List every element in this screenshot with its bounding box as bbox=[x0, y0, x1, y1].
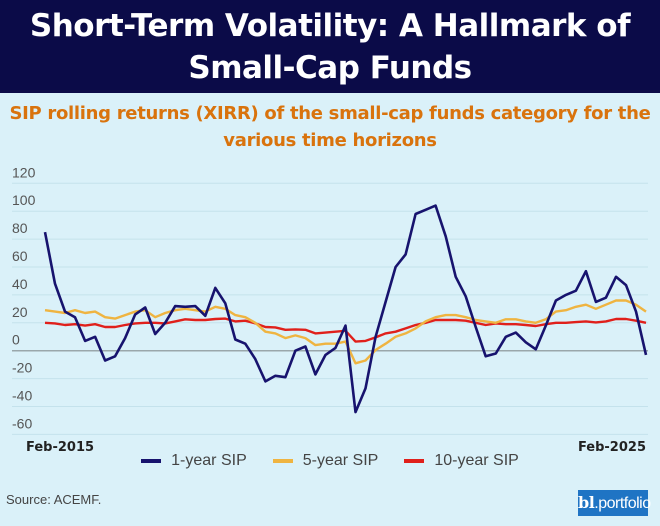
y-tick-label: 40 bbox=[12, 276, 28, 292]
y-tick-label: 80 bbox=[12, 220, 28, 236]
y-tick-label: -40 bbox=[12, 388, 32, 404]
y-tick-label: 100 bbox=[12, 192, 36, 208]
legend-label: 1-year SIP bbox=[171, 452, 247, 469]
y-tick-label: 20 bbox=[12, 304, 28, 320]
series-line-1-year bbox=[43, 204, 648, 414]
title-line: Small-Cap Funds bbox=[188, 50, 472, 86]
legend-item: 1-year SIP bbox=[141, 452, 247, 470]
title-banner: Short-Term Volatility: A Hallmark of Sma… bbox=[0, 0, 660, 93]
source-note: Source: ACEMF. bbox=[6, 492, 102, 507]
y-tick-label: -60 bbox=[12, 415, 32, 431]
legend-item: 10-year SIP bbox=[404, 452, 519, 470]
chart-subtitle: SIP rolling returns (XIRR) of the small-… bbox=[0, 100, 660, 154]
legend-label: 10-year SIP bbox=[434, 452, 519, 469]
y-tick-label: 0 bbox=[12, 332, 20, 348]
subtitle-line: SIP rolling returns (XIRR) of the small-… bbox=[9, 103, 651, 124]
x-tick-label: Feb-2015 bbox=[26, 440, 95, 455]
legend-swatch bbox=[404, 459, 425, 463]
legend-label: 5-year SIP bbox=[302, 452, 379, 469]
legend-swatch bbox=[272, 459, 293, 463]
title-line: Short-Term Volatility: A Hallmark of bbox=[29, 8, 631, 44]
y-tick-label: 120 bbox=[12, 164, 36, 180]
legend-swatch bbox=[141, 459, 162, 463]
subtitle-line: various time horizons bbox=[223, 130, 437, 151]
x-tick-label: Feb-2025 bbox=[577, 440, 646, 455]
logo-rest: .portfolio bbox=[594, 495, 651, 512]
y-tick-label: 60 bbox=[12, 248, 28, 264]
legend-item: 5-year SIP bbox=[272, 452, 379, 470]
logo-bold: bl bbox=[578, 493, 595, 512]
brand-logo: bl.portfolio bbox=[578, 490, 651, 516]
legend: 1-year SIP 5-year SIP 10-year SIP bbox=[0, 452, 660, 470]
y-tick-label: -20 bbox=[12, 360, 32, 376]
